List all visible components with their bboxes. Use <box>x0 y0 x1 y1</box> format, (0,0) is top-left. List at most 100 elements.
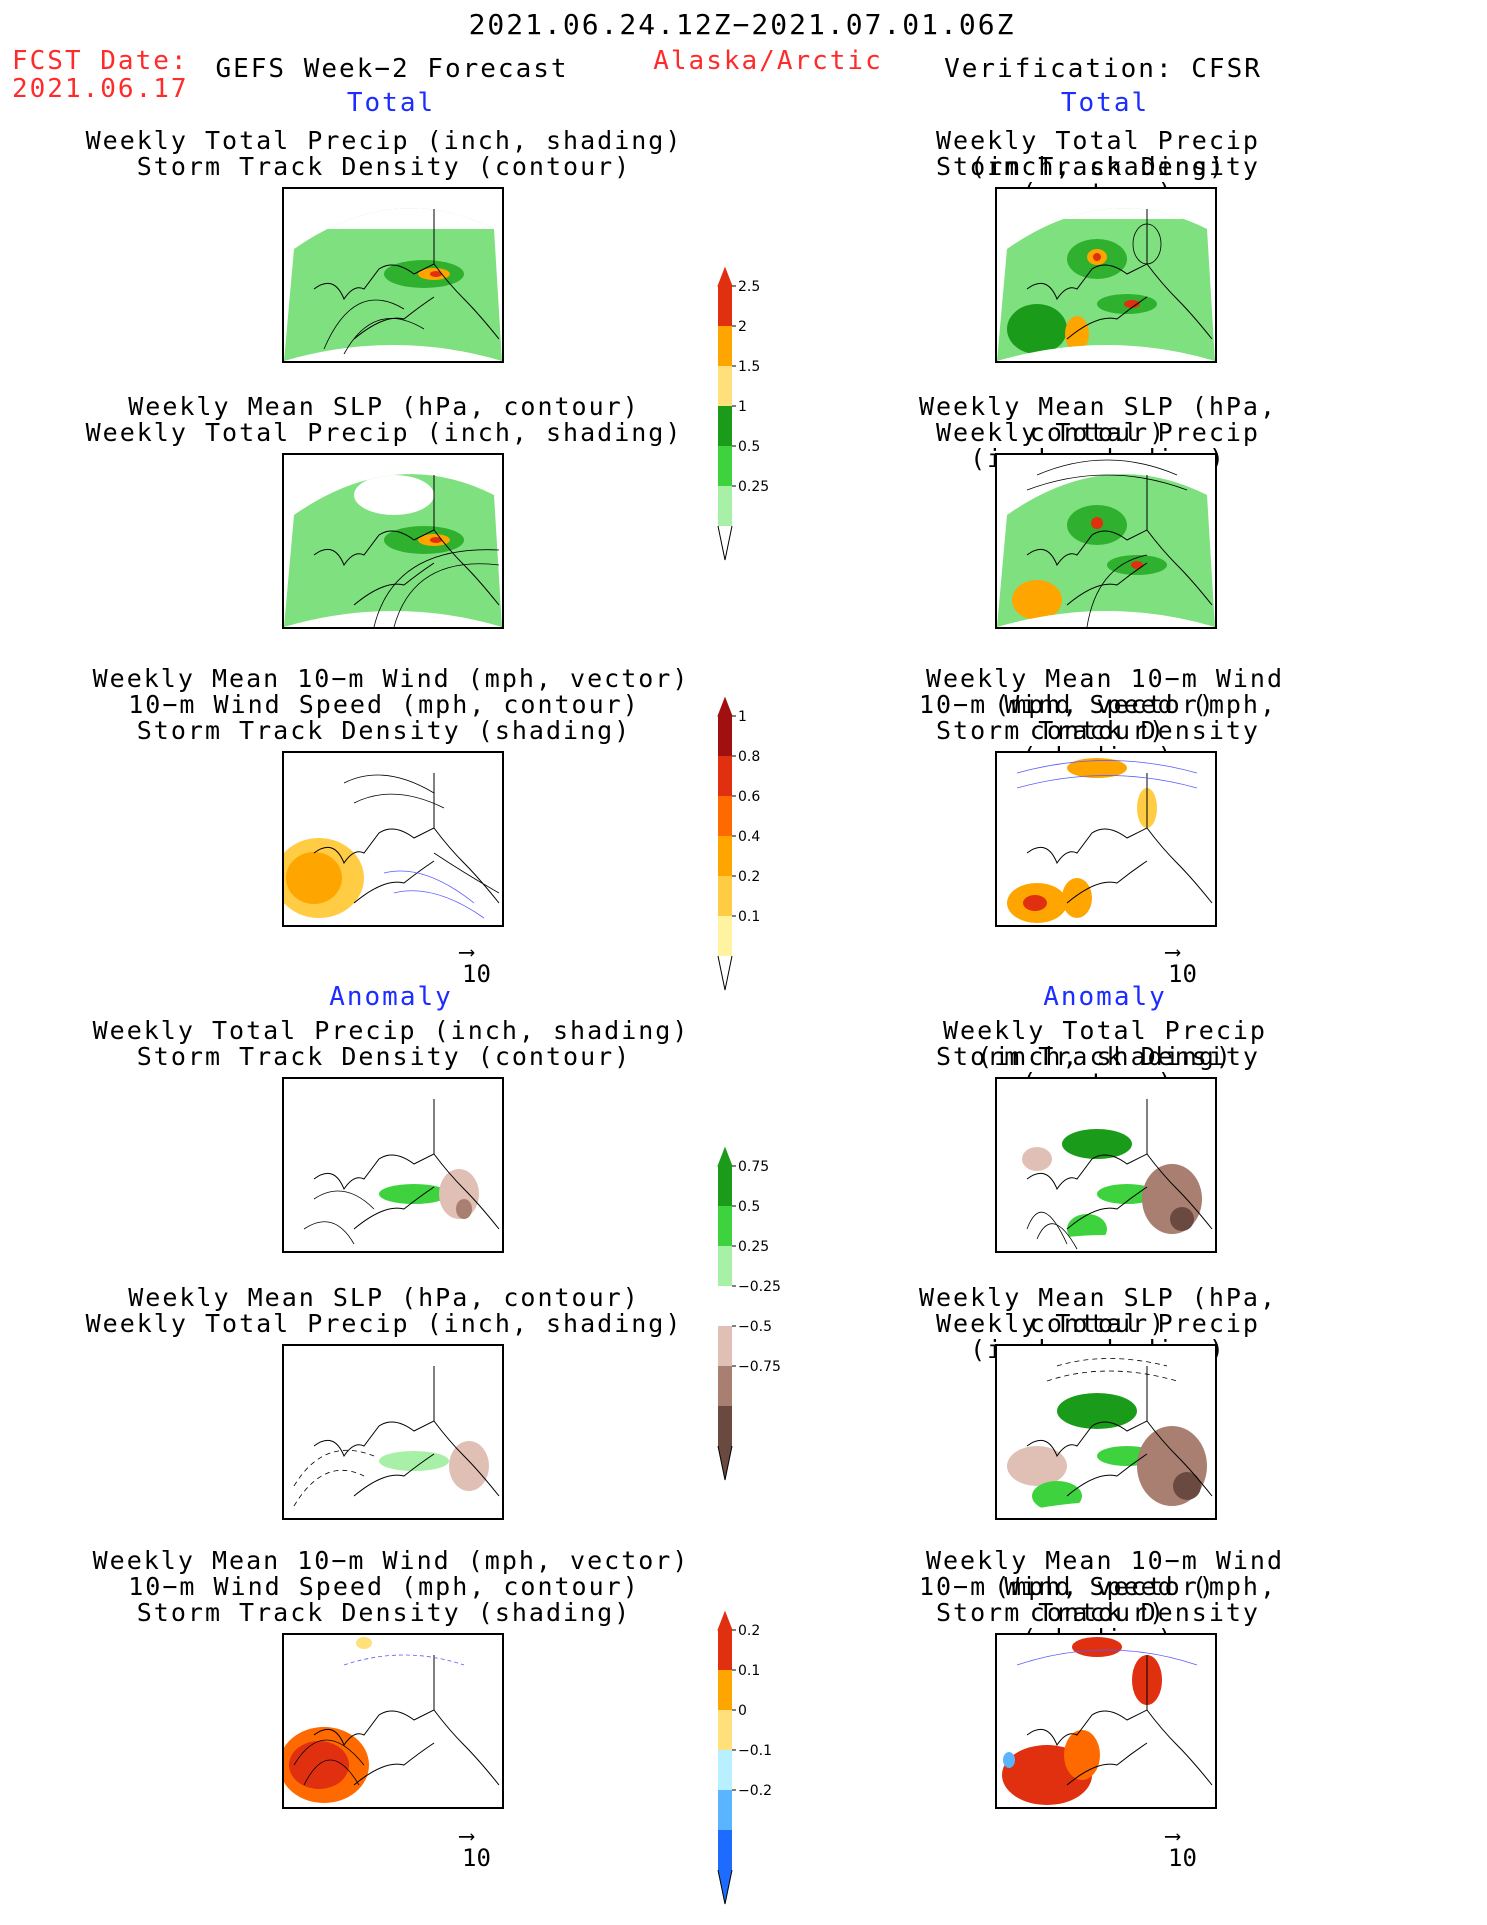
map-total-slp-precip-cfsr <box>995 453 1217 629</box>
title-l3-line3: Storm Track Density (shading) <box>136 716 632 745</box>
precip_total-cap-bottom <box>717 525 733 561</box>
title-r2-line1: Weekly Mean SLP (hPa, contour) <box>918 392 1278 447</box>
precip_anom-swatch <box>718 1246 732 1286</box>
map-total-slp-precip-gefs <box>282 453 504 629</box>
map-anom-slp-precip-gefs <box>282 1344 504 1520</box>
storm_total-label: 0.6 <box>738 789 760 805</box>
title-l3-line2: 10−m Wind Speed (mph, contour) <box>128 690 640 719</box>
title-l3-line1: Weekly Mean 10−m Wind (mph, vector) <box>92 664 690 693</box>
precip_total-label: 1.5 <box>738 359 760 375</box>
vector-arrow-icon: ⟶ <box>460 940 474 965</box>
fcst-date-label: FCST Date: <box>12 46 189 76</box>
precip_total-swatch <box>718 486 732 526</box>
storm_total-swatch <box>718 796 732 836</box>
section-total-left: Total <box>346 88 436 118</box>
map-anom-precip-storm-cfsr <box>995 1077 1217 1253</box>
storm_total-label: 0.4 <box>738 829 760 845</box>
title-l1-line2: Storm Track Density (contour) <box>136 152 632 181</box>
storm_anom-swatch <box>718 1750 732 1790</box>
storm_anom-cap-top <box>717 1610 733 1631</box>
map-anom-wind-gefs <box>282 1633 504 1809</box>
map-total-wind-cfsr <box>995 751 1217 927</box>
precip_total-label: 0.5 <box>738 439 760 455</box>
vector-arrow-icon: ⟶ <box>460 1824 474 1849</box>
storm_total-label: 0.8 <box>738 749 760 765</box>
precip_total-swatch <box>718 286 732 326</box>
title-l6-line2: 10−m Wind Speed (mph, contour) <box>128 1572 640 1601</box>
section-anomaly-right: Anomaly <box>1043 982 1167 1012</box>
storm_total-label: 0.2 <box>738 869 760 885</box>
title-r3-line1: Weekly Mean 10−m Wind (mph, vector) <box>925 664 1285 719</box>
storm_anom-label: 0.2 <box>738 1623 760 1639</box>
storm_total-swatch <box>718 716 732 756</box>
storm_anom-label: −0.2 <box>738 1783 772 1799</box>
precip_total-cap-top <box>717 266 733 287</box>
storm_total-label: 0.1 <box>738 909 760 925</box>
title-l4-line1: Weekly Total Precip (inch, shading) <box>92 1016 690 1045</box>
vector-ref-label: 10 <box>462 960 491 988</box>
precip_anom-swatch <box>718 1286 732 1326</box>
storm_anom-label: 0 <box>738 1703 747 1719</box>
map-total-wind-gefs <box>282 751 504 927</box>
verification-title: Verification: CFSR <box>944 54 1262 84</box>
precip_total-label: 2 <box>738 319 747 335</box>
title-l2-line2: Weekly Total Precip (inch, shading) <box>85 418 683 447</box>
model-title: GEFS Week−2 Forecast <box>215 54 569 84</box>
title-l6-line3: Storm Track Density (shading) <box>136 1598 632 1627</box>
title-l4-line2: Storm Track Density (contour) <box>136 1042 632 1071</box>
title-l6-line1: Weekly Mean 10−m Wind (mph, vector) <box>92 1546 690 1575</box>
precip_total-swatch <box>718 406 732 446</box>
storm_anom-swatch <box>718 1790 732 1830</box>
storm_anom-label: 0.1 <box>738 1663 760 1679</box>
storm_anom-label: −0.1 <box>738 1743 772 1759</box>
precip_total-swatch <box>718 446 732 486</box>
title-l1-line1: Weekly Total Precip (inch, shading) <box>85 126 683 155</box>
storm_anom-cap-bottom <box>717 1869 733 1905</box>
precip_total-label: 1 <box>738 399 747 415</box>
title-r3-line2: 10−m Wind Speed (mph, contour) <box>918 690 1278 745</box>
precip_anom-swatch <box>718 1166 732 1206</box>
vector-arrow-icon: ⟶ <box>1166 1824 1180 1849</box>
region-title: Alaska/Arctic <box>653 46 883 76</box>
storm_anom-swatch <box>718 1830 732 1870</box>
vector-ref-label: 10 <box>1168 1844 1197 1872</box>
storm_anom-swatch <box>718 1670 732 1710</box>
precip_anom-label: −0.25 <box>738 1279 781 1295</box>
precip_anom-swatch <box>718 1406 732 1446</box>
storm_total-swatch <box>718 756 732 796</box>
title-r1-line1: Weekly Total Precip (inch, shading) <box>936 126 1260 181</box>
title-l5-line1: Weekly Mean SLP (hPa, contour) <box>128 1283 640 1312</box>
vector-arrow-icon: ⟶ <box>1166 940 1180 965</box>
precip_anom-label: −0.75 <box>738 1359 781 1375</box>
title-r4-line1: Weekly Total Precip (inch, shading) <box>943 1016 1267 1071</box>
map-total-precip-storm-gefs <box>282 187 504 363</box>
precip_anom-cap-top <box>717 1146 733 1167</box>
precip_anom-cap-bottom <box>717 1445 733 1481</box>
precip_anom-swatch <box>718 1206 732 1246</box>
precip_total-swatch <box>718 326 732 366</box>
precip_total-label: 2.5 <box>738 279 760 295</box>
fcst-date-value: 2021.06.17 <box>12 74 189 104</box>
precip_anom-label: 0.75 <box>738 1159 769 1175</box>
colorbar-storm-total: 1 0.8 0.6 0.4 0.2 0.1 <box>712 696 792 992</box>
storm_anom-swatch <box>718 1710 732 1750</box>
title-l5-line2: Weekly Total Precip (inch, shading) <box>85 1309 683 1338</box>
title-r5-line1: Weekly Mean SLP (hPa, contour) <box>918 1283 1278 1338</box>
colorbar-precip-anom: 0.75 0.5 0.25 −0.25 −0.5 −0.75 <box>712 1146 802 1481</box>
title-r6-line1: Weekly Mean 10−m Wind (mph, vector) <box>925 1546 1285 1601</box>
precip_anom-label: −0.5 <box>738 1319 772 1335</box>
storm_total-cap-top <box>717 696 733 717</box>
map-anom-wind-cfsr <box>995 1633 1217 1809</box>
section-total-right: Total <box>1060 88 1150 118</box>
title-l2-line1: Weekly Mean SLP (hPa, contour) <box>128 392 640 421</box>
map-total-precip-storm-cfsr <box>995 187 1217 363</box>
storm_total-swatch <box>718 916 732 956</box>
colorbar-storm-anom: 0.2 0.1 0 −0.1 −0.2 <box>712 1610 802 1905</box>
map-anom-slp-precip-cfsr <box>995 1344 1217 1520</box>
colorbar-precip-total: 2.5 2 1.5 1 0.5 0.25 <box>712 266 792 562</box>
precip_anom-label: 0.5 <box>738 1199 760 1215</box>
storm_anom-swatch <box>718 1630 732 1670</box>
precip_anom-label: 0.25 <box>738 1239 769 1255</box>
period-title: 2021.06.24.12Z−2021.07.01.06Z <box>468 8 1016 41</box>
storm_total-label: 1 <box>738 709 747 725</box>
